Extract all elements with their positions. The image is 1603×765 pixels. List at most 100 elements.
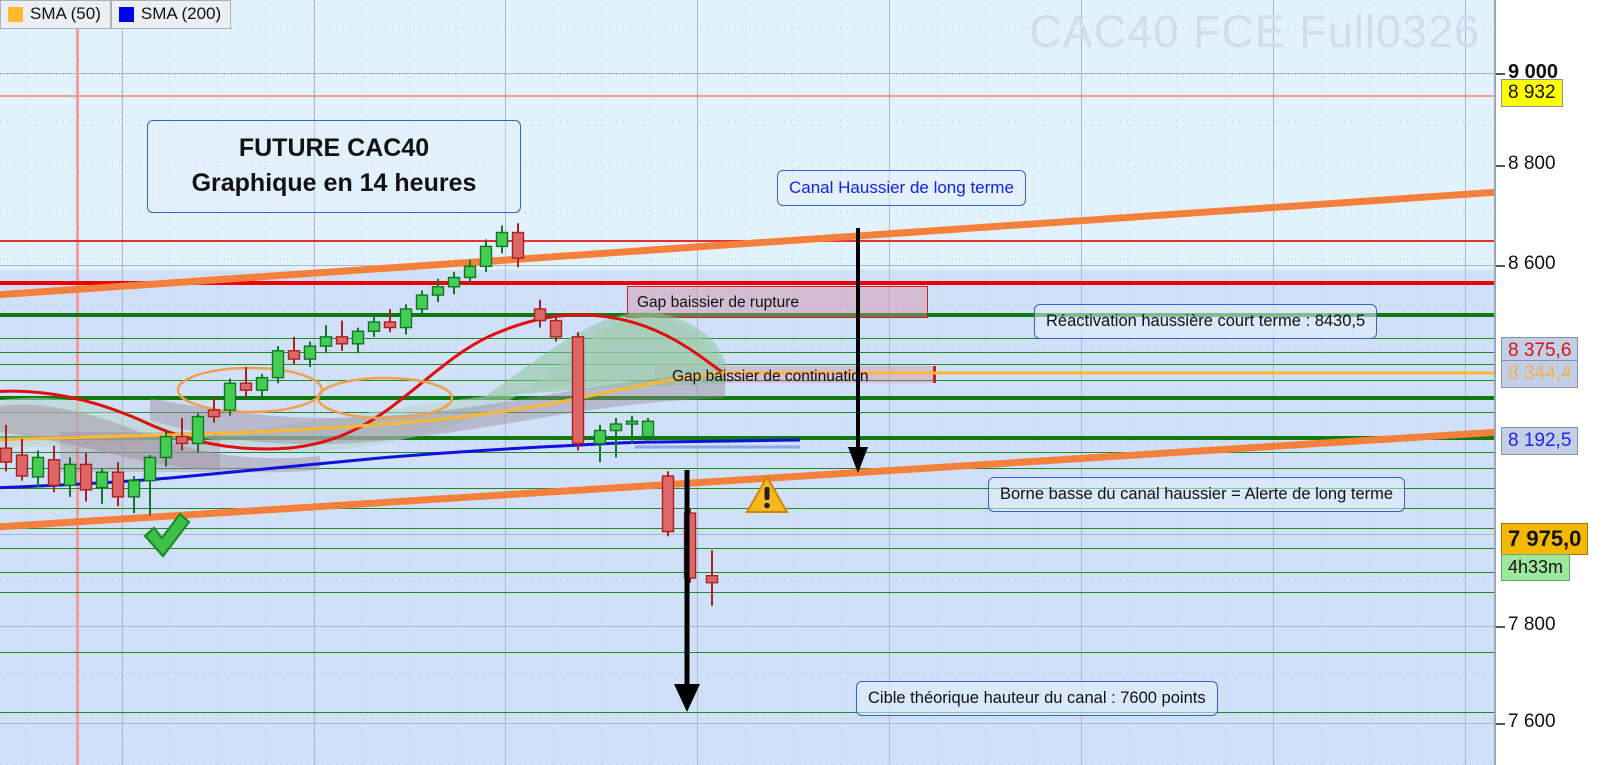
axis-tick-7800: 7 800 — [1508, 614, 1556, 635]
candle-body — [15, 454, 29, 477]
candle-body — [625, 420, 639, 425]
grid-line-h — [0, 350, 1494, 351]
grid-line-v-major — [1081, 0, 1082, 765]
axis-countdown-badge[interactable]: 4h33m — [1501, 554, 1571, 581]
grid-line-h — [0, 304, 1494, 305]
grid-line-v — [1129, 0, 1130, 765]
ma-cloud-lower — [0, 404, 320, 473]
axis-tick-dash — [1496, 265, 1505, 267]
level-green-j — [0, 508, 1494, 509]
grid-line-h — [0, 166, 1494, 167]
gap-continuation-label: Gap baissier de continuation — [672, 368, 869, 385]
candle-body — [661, 475, 675, 533]
legend-sma-50[interactable]: SMA (50) — [0, 0, 111, 29]
level-green-8430 — [0, 313, 1494, 317]
grid-line-v-major — [122, 0, 123, 765]
grid-line-v — [985, 0, 986, 765]
grid-line-h — [0, 74, 1494, 75]
price-axis[interactable]: 9 000 8 800 8 600 7 800 7 600 8 932 8 375,6 8 3… — [1494, 0, 1603, 765]
grid-line-v — [745, 0, 746, 765]
candle-body — [533, 308, 547, 322]
grid-line-h — [0, 212, 1494, 213]
arrow-target-down — [674, 470, 700, 712]
level-green-e — [0, 396, 1494, 400]
candle-body — [571, 336, 585, 445]
check-icon — [143, 512, 191, 558]
axis-tick-dash — [1496, 73, 1505, 75]
legend-sma-200-label: SMA (200) — [140, 4, 222, 23]
channel-lower-line — [0, 428, 1494, 531]
candle-body — [319, 336, 333, 347]
grid-line-h-major — [0, 626, 1494, 627]
level-green-o — [0, 652, 1494, 653]
level-green-b — [0, 352, 1494, 353]
level-red-major — [0, 281, 1494, 285]
level-green-m — [0, 572, 1494, 573]
level-green-f — [0, 412, 1494, 413]
axis-badge-8344[interactable]: 8 344,4 — [1501, 360, 1579, 388]
callout-reactivation[interactable]: Réactivation haussière court terme : 843… — [1034, 304, 1378, 339]
candle-body — [335, 336, 349, 345]
price-chart-plot[interactable]: Gap baissier de rupture Gap baissier de … — [0, 0, 1494, 765]
gap-rupture-label: Gap baissier de rupture — [637, 294, 799, 311]
level-green-k — [0, 528, 1494, 529]
legend-sma-50-swatch-icon — [8, 6, 23, 22]
callout-channel[interactable]: Canal Haussier de long terme — [777, 170, 1026, 206]
legend-sma-50-label: SMA (50) — [30, 4, 101, 23]
grid-line-v — [361, 0, 362, 765]
ma-red-line — [0, 313, 723, 451]
grid-line-h-major — [0, 73, 1494, 74]
axis-tick-8600: 8 600 — [1508, 253, 1556, 274]
candle-body — [351, 330, 365, 345]
chart-title-box: FUTURE CAC40 Graphique en 14 heures — [147, 120, 521, 213]
candle-body — [175, 435, 189, 445]
grid-line-v-major — [1465, 0, 1466, 765]
candle-body — [511, 231, 525, 259]
candle-body — [479, 245, 493, 268]
candle-body — [399, 308, 413, 329]
candle-body — [159, 435, 173, 459]
candle-body — [463, 265, 477, 279]
callout-target[interactable]: Cible théorique hauteur du canal : 7600 … — [856, 681, 1218, 716]
grid-line-v — [313, 0, 314, 765]
legend-sma-200[interactable]: SMA (200) — [110, 0, 232, 29]
level-green-i — [0, 488, 1494, 489]
candle-body — [239, 382, 253, 391]
axis-badge-8932[interactable]: 8 932 — [1501, 79, 1563, 107]
candle-body — [705, 575, 719, 584]
callout-lower-bound[interactable]: Borne basse du canal haussier = Alerte d… — [988, 477, 1406, 512]
channel-upper-line — [0, 188, 1494, 299]
level-green-g — [0, 452, 1494, 453]
axis-badge-8192[interactable]: 8 192,5 — [1501, 427, 1579, 455]
axis-tick-9000: 9 000 — [1508, 61, 1559, 83]
highlight-ellipse-right — [316, 376, 454, 420]
candle-body — [207, 409, 221, 418]
candle-body — [447, 276, 461, 288]
candle-body — [63, 463, 77, 486]
chart-title-line1: FUTURE CAC40 — [238, 134, 430, 162]
grid-line-v — [1369, 0, 1370, 765]
axis-last-price-badge[interactable]: 7 975,0 — [1501, 523, 1589, 555]
grid-line-v — [1225, 0, 1226, 765]
grid-line-v — [121, 0, 122, 765]
candle-body — [127, 479, 141, 498]
candle-body — [47, 459, 61, 486]
arrow-channel-down — [848, 228, 868, 473]
grid-line-h-major — [0, 534, 1494, 535]
grid-line-v — [1177, 0, 1178, 765]
grid-line-v — [841, 0, 842, 765]
axis-tick-dash — [1496, 626, 1505, 628]
candle-body — [609, 423, 623, 432]
grid-line-h — [0, 718, 1494, 719]
grid-line-v — [169, 0, 170, 765]
candle-body — [191, 415, 205, 445]
gap-zone-rupture — [627, 286, 928, 318]
level-green-l — [0, 548, 1494, 549]
candle-body — [549, 319, 563, 338]
candle-body — [303, 345, 317, 360]
candlestick-series — [0, 223, 719, 606]
legend-sma-200-swatch-icon — [118, 6, 134, 22]
grid-line-h — [0, 120, 1494, 121]
resistance-line-8932 — [0, 95, 1494, 97]
